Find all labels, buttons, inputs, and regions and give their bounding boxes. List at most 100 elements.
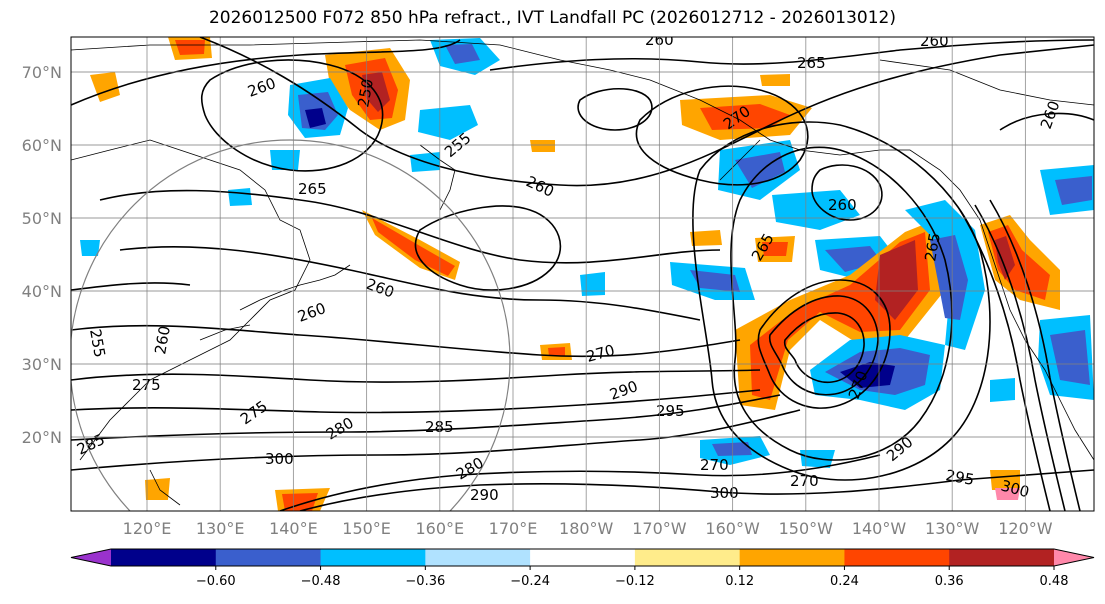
map-panel: 260 260 265 260 250 260 255 265 270 260 … — [70, 36, 1095, 512]
longitude-labels: 120°E 130°E 140°E 150°E 160°E 170°E 180°W 170°W… — [123, 519, 1053, 538]
longitude-label: 160°W — [705, 519, 760, 538]
colorbar-tick-label: −0.48 — [301, 574, 341, 589]
coastline — [199, 324, 251, 341]
latitude-labels: 70°N 60°N 50°N 40°N 30°N 20°N — [22, 63, 62, 447]
colorbar-segment — [949, 549, 1055, 566]
shade-region — [1055, 176, 1092, 205]
contour-label: 275 — [132, 376, 161, 394]
contour-line — [635, 85, 809, 186]
contour-line — [71, 394, 781, 441]
shade-region — [995, 488, 1020, 500]
contour-label: 285 — [425, 418, 454, 436]
contour-line — [414, 205, 562, 291]
shade-region — [548, 347, 565, 356]
shade-region — [735, 152, 785, 188]
contour-line — [989, 199, 1081, 511]
coastline — [149, 469, 181, 506]
latitude-label: 40°N — [22, 282, 62, 301]
contour-line — [974, 204, 1066, 511]
colorbar-segment — [111, 549, 217, 566]
colorbar-outline — [70, 548, 1095, 567]
longitude-label: 140°E — [269, 519, 318, 538]
contour-lines — [71, 37, 1094, 511]
colorbar-segment — [844, 549, 950, 566]
coastlines — [71, 39, 1094, 506]
colorbar-segment — [634, 549, 741, 566]
longitude-label: 160°E — [415, 519, 464, 538]
contour-line — [757, 279, 891, 409]
map-frame — [70, 36, 1095, 512]
longitude-label: 140°W — [852, 519, 907, 538]
coastline — [719, 139, 761, 181]
contour-label: 250 — [354, 77, 377, 108]
longitude-label: 120°E — [123, 519, 172, 538]
latitude-label: 50°N — [22, 209, 62, 228]
latitude-label: 70°N — [22, 63, 62, 82]
contour-label: 260 — [828, 196, 857, 214]
contour-label: 265 — [298, 180, 327, 198]
longitude-label: 130°E — [196, 519, 245, 538]
shade-region — [762, 242, 788, 256]
contour-label: 300 — [265, 450, 294, 468]
shade-region — [305, 108, 326, 128]
contour-line — [71, 39, 461, 106]
shade-region — [145, 478, 170, 500]
colorbar-tick-label: 0.24 — [830, 574, 859, 589]
colorbar-segment — [320, 549, 426, 566]
colorbar-tick-label: −0.36 — [405, 574, 445, 589]
contour-label: 295 — [656, 402, 685, 420]
colorbar-tick-label: 0.36 — [935, 574, 964, 589]
contour-label: 265 — [921, 231, 944, 262]
colorbar-tick-label: 0.48 — [1040, 574, 1069, 589]
shade-region — [445, 44, 480, 64]
colorbar-tick-label: −0.24 — [510, 574, 550, 589]
shade-region — [80, 240, 100, 256]
gridlines — [71, 37, 1094, 511]
reference-circle — [71, 139, 511, 511]
shade-region — [875, 240, 918, 320]
contour-line — [199, 37, 1094, 187]
contour-label: 270 — [790, 472, 819, 490]
shade-region — [228, 188, 252, 206]
longitude-label: 120°W — [998, 519, 1053, 538]
shade-region — [990, 470, 1020, 490]
shade-region — [760, 74, 790, 86]
contour-line — [959, 209, 1051, 511]
contour-line — [692, 121, 991, 481]
shade-region — [700, 104, 790, 130]
coastline — [71, 139, 311, 461]
contour-label: 290 — [470, 486, 499, 504]
contour-line — [783, 312, 865, 384]
shade-region — [530, 140, 555, 152]
contour-label: 260 — [151, 324, 174, 355]
contour-line — [71, 389, 761, 414]
shade-region — [1050, 330, 1090, 385]
contour-line — [730, 146, 953, 461]
coastline — [609, 69, 1094, 461]
shade-region — [772, 190, 860, 230]
latitude-label: 30°N — [22, 355, 62, 374]
colorbar-segment — [739, 549, 845, 566]
contour-line — [811, 164, 883, 221]
contour-line — [200, 59, 384, 172]
longitude-label: 150°E — [342, 519, 391, 538]
contour-line — [71, 282, 191, 291]
colorbar-segment — [215, 549, 322, 566]
longitude-label: 170°W — [632, 519, 687, 538]
contour-line — [999, 112, 1094, 131]
contour-label: 270 — [700, 456, 729, 474]
coastline — [879, 59, 1094, 106]
shade-region — [270, 150, 300, 170]
shade-region — [690, 230, 722, 246]
colorbar-segment — [530, 549, 636, 566]
shade-region — [712, 442, 752, 456]
shade-region — [690, 270, 740, 292]
colorbar-tick-label: −0.12 — [615, 574, 655, 589]
contour-label: 265 — [797, 54, 826, 72]
longitude-label: 180°W — [559, 519, 614, 538]
colorbar: −0.60 −0.48 −0.36 −0.24 −0.12 0.12 0.24 0.36 0.4… — [70, 548, 1095, 589]
contour-label: 255 — [86, 328, 109, 359]
contour-line — [768, 295, 879, 396]
figure-title: 2026012500 F072 850 hPa refract., IVT La… — [208, 8, 896, 28]
